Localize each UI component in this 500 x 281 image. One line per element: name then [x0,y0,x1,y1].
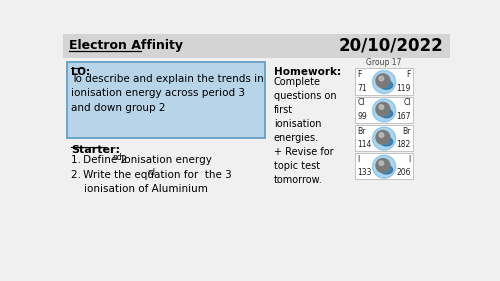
Text: 71: 71 [358,84,367,93]
Text: Starter:: Starter: [71,145,120,155]
Text: 206: 206 [396,168,411,177]
Ellipse shape [380,166,392,174]
Ellipse shape [380,109,392,118]
Circle shape [376,130,390,144]
Circle shape [379,76,384,81]
Text: 119: 119 [396,84,411,93]
Text: Br: Br [402,126,411,135]
Text: 1. Define 2: 1. Define 2 [71,155,127,165]
Text: 2. Write the equation for  the 3: 2. Write the equation for the 3 [71,170,232,180]
Text: I: I [358,155,360,164]
Circle shape [376,158,390,173]
Text: rd: rd [147,169,155,178]
Text: 167: 167 [396,112,411,121]
Circle shape [372,99,396,122]
Text: Electron Affinity: Electron Affinity [70,39,184,52]
Ellipse shape [380,137,392,146]
Circle shape [379,105,384,109]
Text: 99: 99 [358,112,367,121]
Text: Cl: Cl [358,98,365,107]
Circle shape [379,133,384,137]
Text: Complete
questions on
first
ionisation
energies.
+ Revise for
topic test
tomorro: Complete questions on first ionisation e… [274,77,336,185]
Text: 182: 182 [396,140,411,149]
Circle shape [372,155,396,178]
Ellipse shape [380,81,392,89]
FancyBboxPatch shape [62,34,450,58]
FancyBboxPatch shape [355,68,413,94]
Text: Br: Br [358,126,366,135]
Text: F: F [358,70,362,79]
Text: Cl: Cl [404,98,411,107]
Text: 114: 114 [358,140,372,149]
FancyBboxPatch shape [355,125,413,151]
Circle shape [379,161,384,166]
Circle shape [372,127,396,150]
FancyBboxPatch shape [355,97,413,123]
Text: 133: 133 [358,168,372,177]
Text: F: F [406,70,411,79]
Circle shape [376,74,390,88]
Text: ionisation of Aluminium: ionisation of Aluminium [71,184,208,194]
Text: Ionisation energy: Ionisation energy [118,155,212,165]
FancyBboxPatch shape [67,62,265,138]
Text: I: I [408,155,411,164]
Text: Homework:: Homework: [274,67,341,77]
Text: To describe and explain the trends in
ionisation energy across period 3
and down: To describe and explain the trends in io… [71,74,264,113]
Circle shape [372,71,396,94]
Text: LO:: LO: [71,67,90,77]
Circle shape [376,102,390,116]
Text: 20/10/2022: 20/10/2022 [338,37,443,55]
FancyBboxPatch shape [355,153,413,179]
Text: Group 17: Group 17 [366,58,402,67]
Text: nd: nd [112,153,122,162]
